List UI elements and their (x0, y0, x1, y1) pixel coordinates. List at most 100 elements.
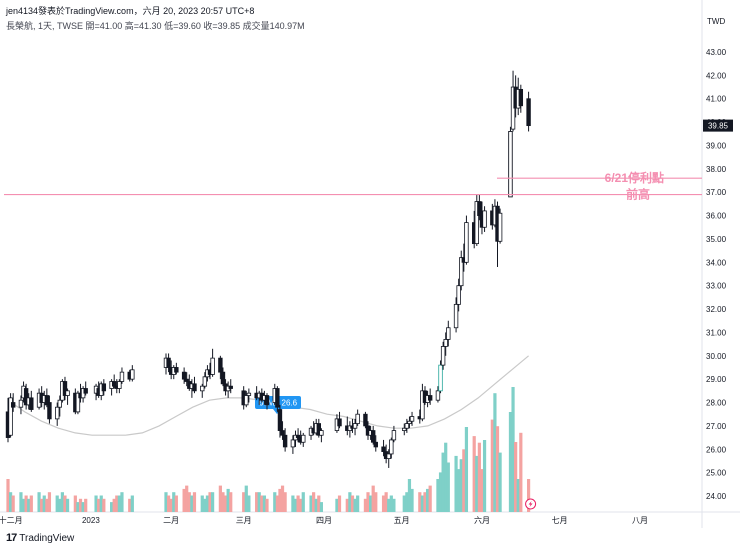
candle-body (355, 413, 360, 424)
volume-bar (29, 495, 33, 512)
volume-bar (371, 485, 375, 512)
candle-body (363, 413, 368, 427)
candle-body (228, 385, 233, 389)
volume-bar (58, 498, 62, 512)
x-tick-label: 四月 (316, 516, 332, 525)
x-tick-label: 二月 (163, 516, 179, 525)
volume-bar (47, 492, 52, 512)
volume-bar (337, 495, 342, 512)
volume-bar (301, 492, 305, 512)
volume-bar (514, 442, 518, 512)
volume-bar (27, 498, 31, 512)
volume-bar (24, 495, 28, 512)
volume-bar (205, 495, 210, 512)
candle-body (337, 418, 342, 427)
candle-body (464, 222, 469, 263)
candle-body (407, 420, 412, 424)
y-tick-label: 34.00 (706, 258, 727, 267)
candle-body (246, 392, 252, 396)
volume-bar (97, 498, 101, 512)
candle-body (391, 430, 397, 441)
volume-bar (73, 495, 77, 512)
volume-bar (218, 485, 222, 512)
volume-bar (81, 502, 85, 512)
volume-bar (190, 495, 194, 512)
last-price-label: 39.85 (708, 122, 729, 131)
volume-bar (508, 412, 513, 512)
candle-body (192, 383, 197, 392)
y-tick-label: 38.00 (706, 165, 727, 174)
volume-bar (244, 485, 248, 512)
volume-bar (356, 495, 360, 512)
candle-body (174, 367, 179, 373)
candle-body (47, 402, 52, 420)
volume-bar (115, 495, 119, 512)
previous-high-label: 前高 (626, 187, 650, 202)
volume-bar (441, 452, 445, 512)
volume-bar (477, 442, 481, 512)
volume-bar (389, 495, 393, 512)
candle-body (435, 390, 441, 401)
candle-body (44, 395, 50, 406)
tradingview-logo-icon: 17 (6, 532, 17, 544)
candle-body (440, 346, 446, 366)
candle-body (319, 430, 324, 436)
x-tick-label: 六月 (474, 515, 490, 525)
volume-bar (128, 498, 132, 512)
volume-bar (78, 498, 83, 512)
volume-bar (247, 495, 251, 512)
candle-body (275, 388, 280, 408)
volume-bar (174, 495, 178, 512)
volume-bar (229, 492, 233, 512)
volume-bar (280, 485, 285, 512)
volume-bar (110, 502, 114, 512)
volume-bar (353, 498, 357, 512)
volume-bar (366, 492, 370, 512)
volume-bar (405, 492, 409, 512)
volume-bar (374, 492, 378, 512)
volume-bar (55, 495, 59, 512)
candle-body (316, 423, 321, 436)
candle-body (508, 131, 513, 198)
y-tick-label: 36.00 (706, 212, 727, 221)
volume-bar (221, 492, 225, 512)
candle-body (264, 395, 270, 406)
volume-bar (21, 498, 26, 512)
candle-body (295, 434, 301, 438)
candle-body (526, 98, 531, 127)
volume-bar (436, 479, 440, 512)
candle-body (352, 423, 358, 429)
x-tick-label: 五月 (394, 516, 410, 525)
volume-bar (40, 498, 44, 512)
y-tick-label: 32.00 (706, 305, 727, 314)
tradingview-logo[interactable]: 17 TradingView (6, 532, 74, 544)
volume-bar (490, 419, 494, 512)
candle-body (210, 357, 215, 375)
volume-bar (495, 426, 500, 512)
candle-body (518, 88, 524, 107)
y-tick-label: 41.00 (706, 95, 727, 104)
candle-body (420, 390, 425, 420)
volume-bar (60, 492, 64, 512)
candle-body (497, 212, 503, 242)
candle-body (57, 399, 62, 408)
volume-bar (462, 449, 466, 512)
volume-bar (363, 498, 368, 512)
volume-bar (84, 498, 88, 512)
volume-bar (65, 498, 70, 512)
candle-body (282, 434, 288, 448)
candle-body (438, 364, 443, 392)
volume-bar (348, 492, 352, 512)
candle-body (482, 210, 487, 228)
candle-body (200, 385, 205, 392)
volume-bar (392, 498, 396, 512)
y-tick-label: 35.00 (706, 235, 727, 244)
volume-bar (120, 492, 124, 512)
y-tick-label: 42.00 (706, 71, 727, 80)
volume-bar (211, 492, 215, 512)
candle-body (386, 453, 391, 460)
volume-bar (498, 452, 502, 512)
volume-bar (42, 495, 46, 512)
volume-bar (223, 495, 228, 512)
